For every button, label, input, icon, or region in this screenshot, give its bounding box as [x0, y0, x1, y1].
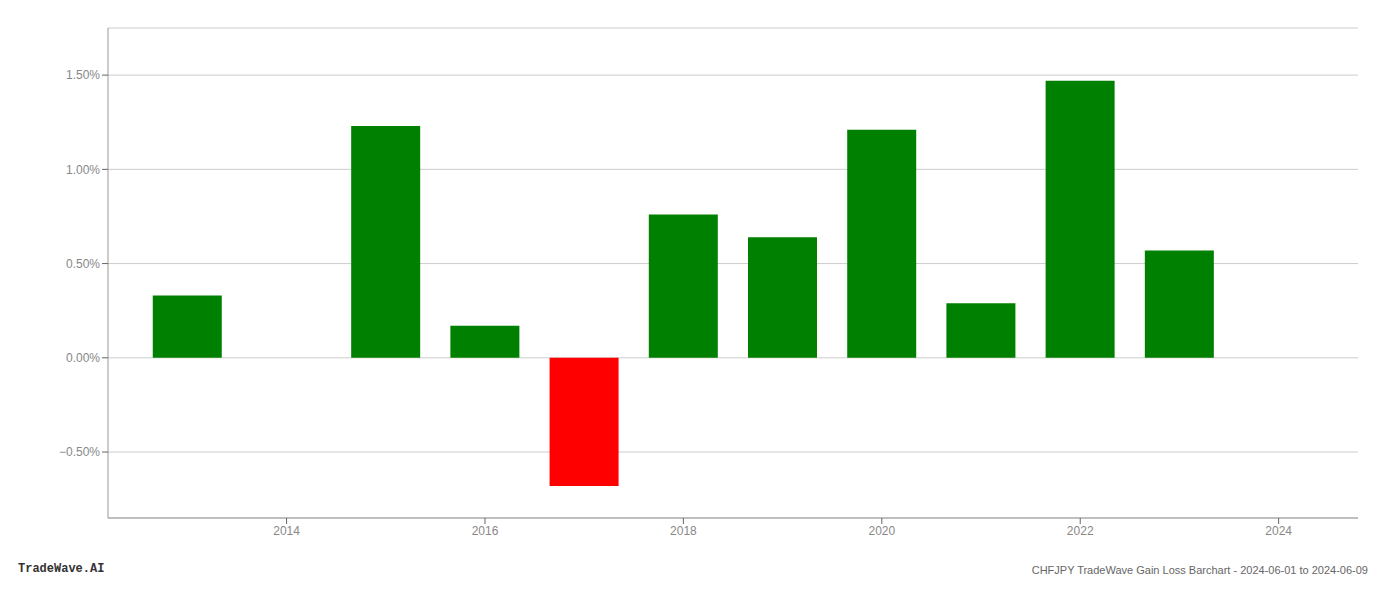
html-text:TradeWave.AI: TradeWave.AI — [18, 562, 105, 576]
svg-text:−0.50%: −0.50% — [59, 445, 100, 459]
svg-text:2022: 2022 — [1067, 524, 1094, 538]
svg-text:2018: 2018 — [670, 524, 697, 538]
svg-text:1.50%: 1.50% — [66, 68, 100, 82]
svg-text:0.00%: 0.00% — [66, 351, 100, 365]
svg-text:1.00%: 1.00% — [66, 163, 100, 177]
svg-text:2014: 2014 — [273, 524, 300, 538]
html-text:CHFJPY TradeWave Gain Loss Bar: CHFJPY TradeWave Gain Loss Barchart - 20… — [1031, 564, 1368, 576]
svg-text:2024: 2024 — [1265, 524, 1292, 538]
svg-text:2020: 2020 — [868, 524, 895, 538]
svg-text:2016: 2016 — [472, 524, 499, 538]
svg-text:0.50%: 0.50% — [66, 257, 100, 271]
